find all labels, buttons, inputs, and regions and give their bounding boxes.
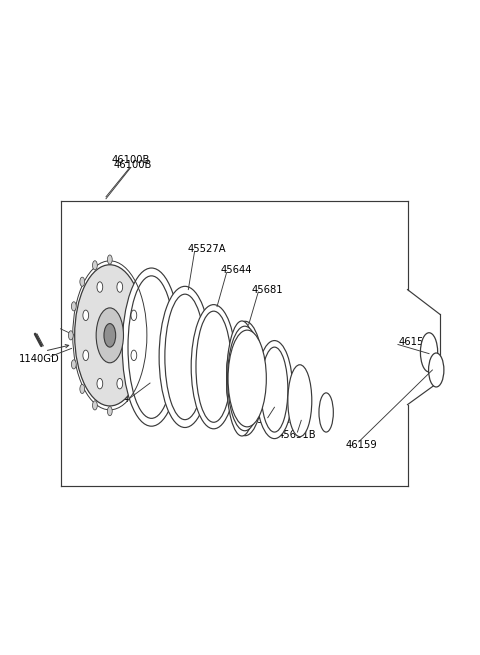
Ellipse shape [191,305,236,429]
Ellipse shape [227,326,263,431]
Ellipse shape [165,294,205,420]
Text: 46100B: 46100B [112,155,150,166]
Ellipse shape [256,341,293,439]
Ellipse shape [72,360,76,369]
Text: 45577A: 45577A [252,415,290,425]
Ellipse shape [227,321,257,436]
Ellipse shape [227,322,264,436]
Ellipse shape [83,310,89,320]
Text: 45643C: 45643C [105,394,144,404]
Text: 45651B: 45651B [277,430,316,440]
Ellipse shape [80,277,84,286]
Ellipse shape [261,347,288,432]
Ellipse shape [227,331,262,426]
Text: 46159: 46159 [399,337,431,347]
Ellipse shape [117,379,123,389]
Ellipse shape [69,331,73,340]
Ellipse shape [131,350,137,361]
Ellipse shape [93,401,97,410]
Text: 45681: 45681 [252,284,284,295]
Text: 46159: 46159 [345,440,377,450]
Ellipse shape [83,350,89,361]
Ellipse shape [228,326,262,431]
Ellipse shape [429,353,444,387]
Ellipse shape [72,302,76,311]
Ellipse shape [128,276,175,419]
Ellipse shape [75,265,145,406]
Ellipse shape [288,365,312,437]
Ellipse shape [108,255,112,264]
Ellipse shape [420,333,438,372]
Text: 46100B: 46100B [113,160,152,170]
Ellipse shape [96,308,123,363]
Ellipse shape [104,324,116,347]
Ellipse shape [97,379,103,389]
Ellipse shape [122,268,180,426]
Ellipse shape [159,286,211,428]
Ellipse shape [108,407,112,416]
Ellipse shape [117,282,123,292]
Ellipse shape [196,311,231,422]
Ellipse shape [93,261,97,270]
Ellipse shape [228,330,266,427]
Text: 1140GD: 1140GD [19,354,60,364]
Text: 45644: 45644 [221,265,252,275]
Ellipse shape [97,282,103,292]
Text: 45527A: 45527A [187,244,226,254]
Ellipse shape [131,310,137,320]
Ellipse shape [80,384,84,394]
